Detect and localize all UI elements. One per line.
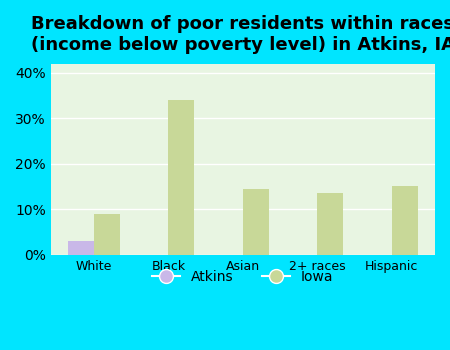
- Bar: [68, 241, 94, 255]
- Legend: Atkins, Iowa: Atkins, Iowa: [147, 265, 339, 290]
- Bar: [94, 214, 120, 255]
- Bar: [317, 193, 343, 255]
- Bar: [392, 187, 418, 255]
- Bar: [168, 100, 194, 255]
- Title: Breakdown of poor residents within races
(income below poverty level) in Atkins,: Breakdown of poor residents within races…: [31, 15, 450, 54]
- Bar: [243, 189, 269, 255]
